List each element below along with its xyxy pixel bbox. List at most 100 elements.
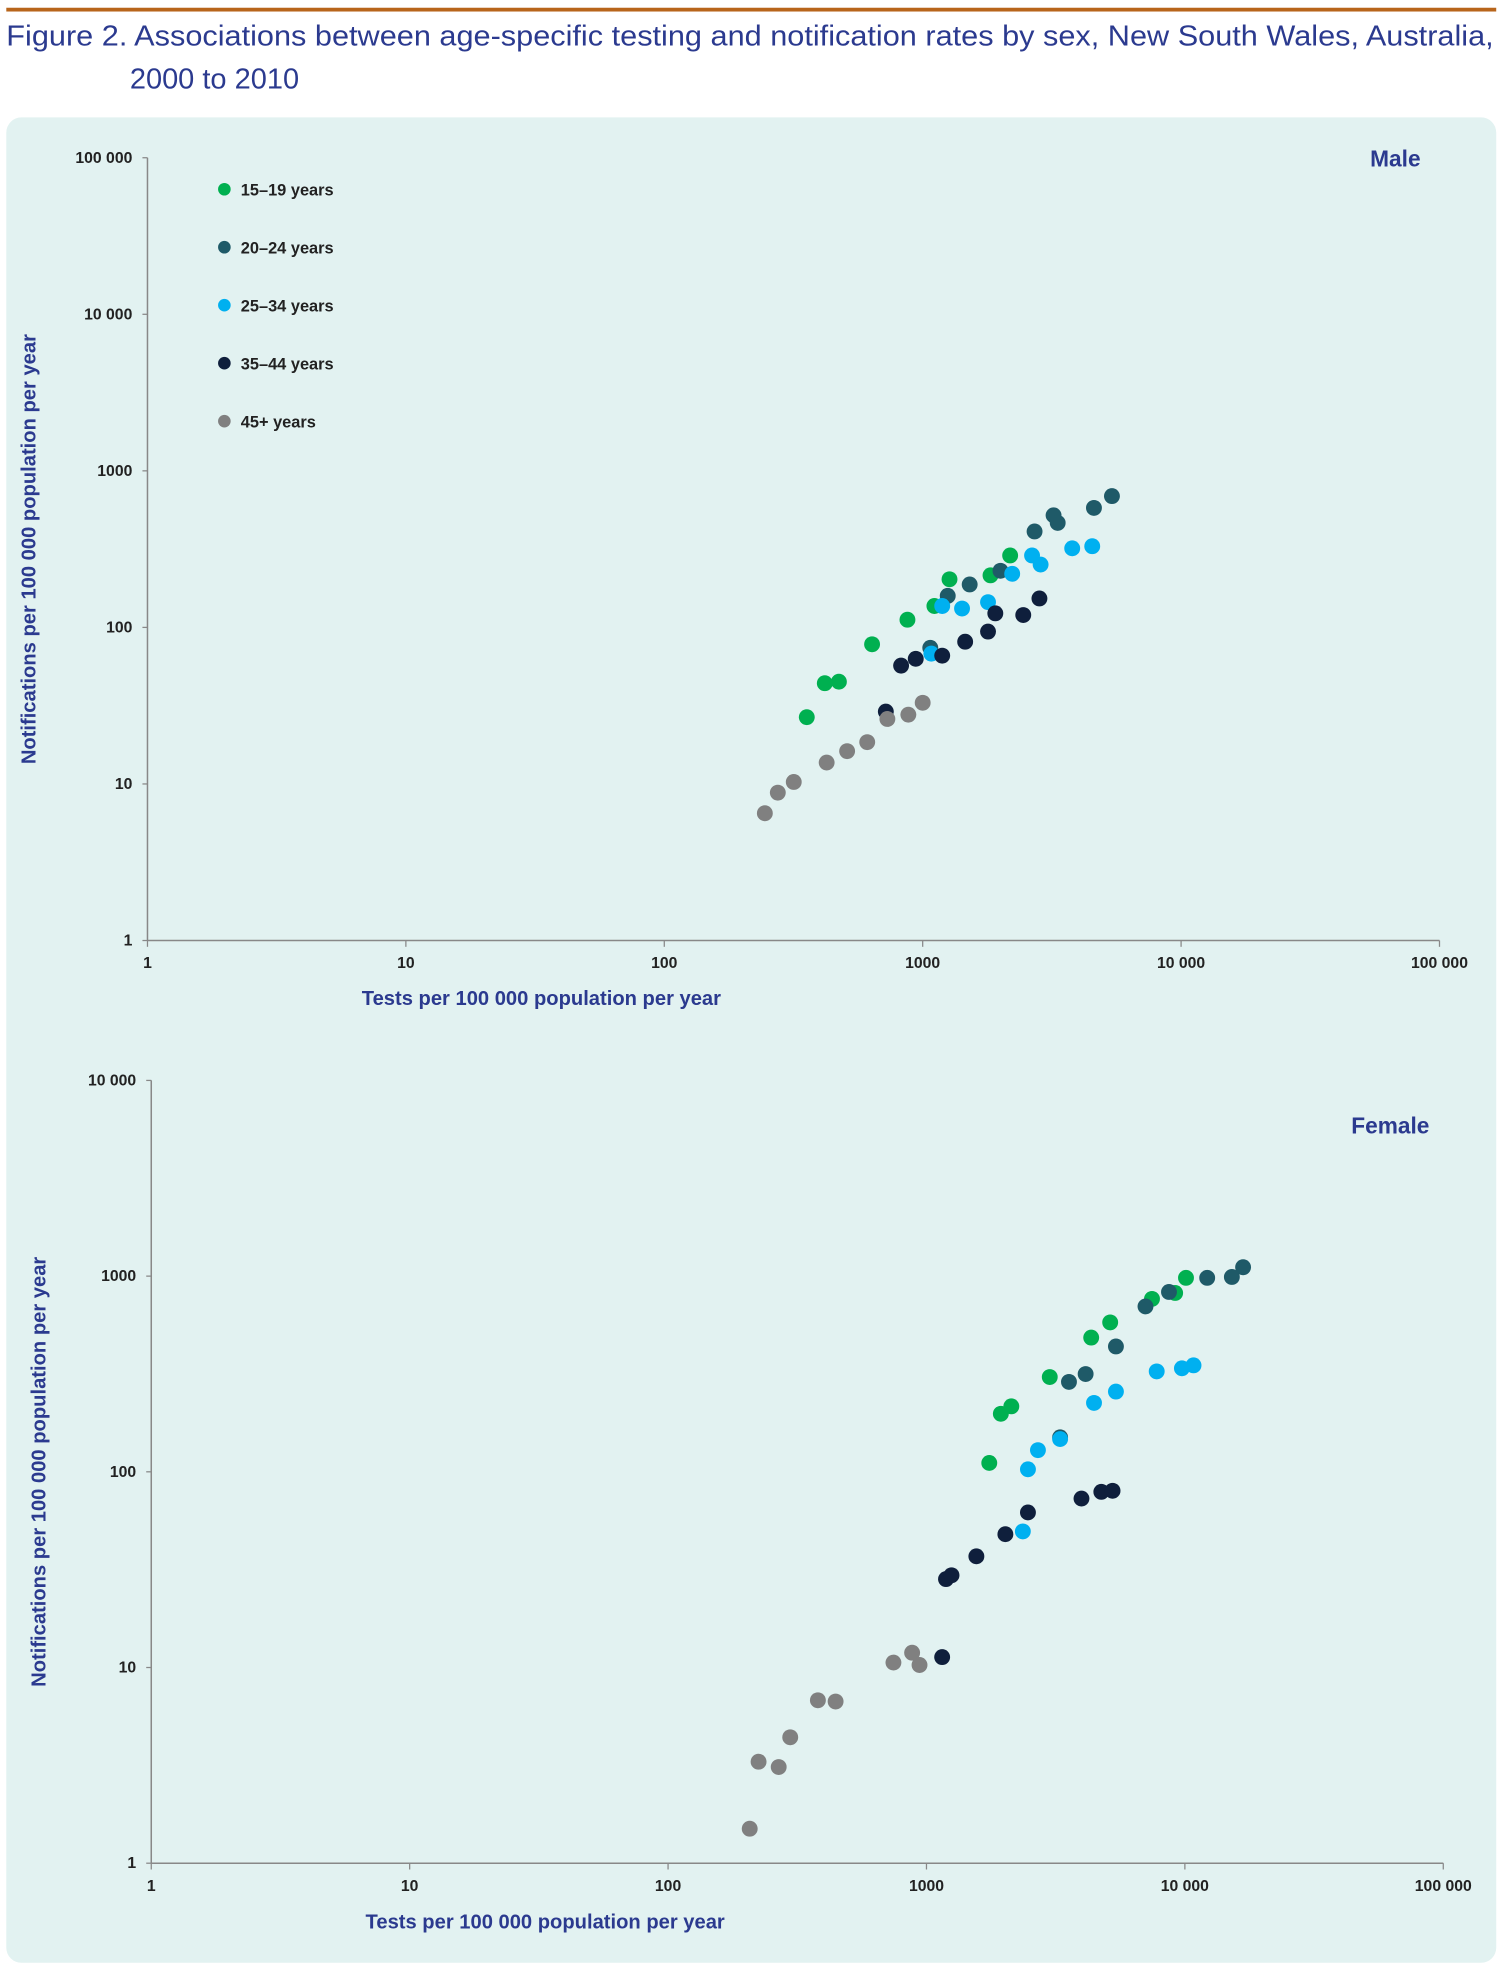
- data-point-20-24-years: [1104, 488, 1120, 505]
- x-tick-label: 100 000: [1415, 1878, 1472, 1895]
- data-point-20-24-years: [1137, 1298, 1154, 1315]
- data-point-15-19-years: [899, 611, 916, 628]
- x-axis-title: Tests per 100 000 population per year: [362, 988, 721, 1010]
- legend-label: 35–44 years: [241, 356, 334, 374]
- data-point-25-34-years: [1004, 565, 1021, 582]
- data-point-35-44-years: [997, 1526, 1014, 1543]
- data-point-15-19-years: [1002, 547, 1019, 564]
- data-point-45+-years: [914, 694, 931, 711]
- data-point-25-34-years: [1032, 556, 1049, 573]
- data-point-25-34-years: [1052, 1431, 1069, 1448]
- y-axis-title: Notifications per 100 000 population per…: [18, 334, 40, 764]
- legend-marker: [218, 240, 231, 254]
- data-point-45+-years: [904, 1644, 921, 1661]
- y-tick-label: 10: [119, 1660, 137, 1677]
- legend-label: 25–34 years: [241, 298, 334, 316]
- y-tick-label: 10: [115, 776, 133, 793]
- data-point-45+-years: [859, 734, 876, 751]
- data-point-20-24-years: [1026, 523, 1043, 540]
- data-point-15-19-years: [1003, 1398, 1020, 1415]
- x-tick-label: 1: [143, 955, 152, 972]
- data-point-35-44-years: [968, 1548, 985, 1565]
- data-point-15-19-years: [941, 571, 958, 588]
- data-point-25-34-years: [1064, 540, 1081, 557]
- data-point-20-24-years: [1061, 1373, 1077, 1390]
- y-tick-label: 100: [106, 619, 133, 636]
- data-point-35-44-years: [987, 605, 1004, 622]
- data-point-20-24-years: [961, 576, 978, 593]
- legend-marker: [218, 356, 231, 370]
- x-axis-title: Tests per 100 000 population per year: [366, 1912, 725, 1934]
- data-point-20-24-years: [1049, 514, 1066, 531]
- data-point-15-19-years: [1083, 1329, 1100, 1346]
- data-point-45+-years: [756, 805, 773, 822]
- data-point-45+-years: [839, 743, 856, 760]
- data-point-35-44-years: [1073, 1490, 1090, 1507]
- y-tick-label: 1: [124, 933, 133, 950]
- x-tick-label: 1000: [905, 955, 940, 972]
- data-point-20-24-years: [1199, 1269, 1216, 1286]
- data-point-25-34-years: [1107, 1383, 1124, 1400]
- data-point-25-34-years: [1185, 1357, 1202, 1374]
- legend-label: 15–19 years: [241, 182, 334, 200]
- male-chart: 1 10 100 1000 10 000 100 000 1 10 100 1000 10 000 1…: [18, 146, 1468, 1010]
- x-tick-label: 100: [655, 1878, 682, 1895]
- y-tick-label: 100: [110, 1464, 137, 1481]
- data-point-35-44-years: [934, 1649, 951, 1666]
- data-point-35-44-years: [1031, 590, 1048, 607]
- data-point-45+-years: [879, 711, 896, 727]
- data-point-20-24-years: [1107, 1338, 1124, 1355]
- top-rule: [6, 7, 1497, 12]
- data-point-35-44-years: [1020, 1504, 1036, 1521]
- x-tick-label: 10 000: [1157, 955, 1205, 972]
- data-point-20-24-years: [1161, 1284, 1177, 1300]
- data-point-25-34-years: [1014, 1523, 1031, 1540]
- data-point-35-44-years: [980, 623, 996, 640]
- data-point-25-34-years: [934, 598, 951, 614]
- legend-marker: [218, 414, 231, 428]
- x-tick-label: 10 000: [1161, 1878, 1209, 1895]
- x-tick-label: 10: [401, 1878, 419, 1895]
- legend-label: 45+ years: [241, 413, 316, 431]
- data-point-15-19-years: [1178, 1269, 1194, 1286]
- data-point-25-34-years: [1029, 1442, 1046, 1459]
- data-point-35-44-years: [934, 647, 951, 664]
- data-point-45+-years: [782, 1729, 799, 1746]
- data-point-25-34-years: [954, 600, 970, 617]
- data-point-45+-years: [809, 1692, 826, 1709]
- y-tick-label: 1: [127, 1855, 136, 1872]
- x-tick-label: 100: [651, 955, 678, 972]
- data-point-45+-years: [769, 784, 786, 801]
- data-point-25-34-years: [1020, 1461, 1036, 1478]
- data-point-25-34-years: [1148, 1363, 1165, 1380]
- y-axis-title: Notifications per 100 000 population per…: [28, 1257, 50, 1687]
- x-tick-label: 10: [397, 955, 415, 972]
- panel-label: Male: [1370, 146, 1420, 172]
- legend-label: 20–24 years: [241, 240, 334, 258]
- data-point-25-34-years: [1084, 538, 1101, 555]
- x-tick-label: 100 000: [1411, 955, 1468, 972]
- chart-panel: [6, 117, 1497, 1963]
- data-point-35-44-years: [957, 633, 974, 650]
- y-tick-label: 10 000: [88, 1072, 136, 1089]
- female-chart: 1 10 100 1000 10 000 1 10 100 1000 10 000 100 000 T…: [28, 1072, 1472, 1933]
- data-point-45+-years: [827, 1693, 844, 1710]
- data-point-15-19-years: [1102, 1314, 1119, 1331]
- data-point-45+-years: [785, 774, 802, 790]
- data-point-20-24-years: [1223, 1269, 1240, 1285]
- data-point-35-44-years: [943, 1567, 960, 1584]
- data-point-35-44-years: [893, 657, 910, 674]
- x-tick-label: 1: [147, 1878, 156, 1895]
- data-point-20-24-years: [1077, 1366, 1094, 1382]
- data-point-15-19-years: [1041, 1369, 1058, 1385]
- data-point-45+-years: [900, 706, 917, 723]
- figure-title-line1: Figure 2. Associations between age-speci…: [6, 21, 1493, 53]
- data-point-45+-years: [818, 754, 835, 771]
- data-point-15-19-years: [798, 709, 815, 726]
- data-point-25-34-years: [1086, 1394, 1102, 1411]
- data-point-35-44-years: [1104, 1482, 1121, 1499]
- data-point-45+-years: [750, 1753, 767, 1770]
- data-point-45+-years: [911, 1657, 928, 1673]
- y-tick-label: 1000: [97, 463, 132, 480]
